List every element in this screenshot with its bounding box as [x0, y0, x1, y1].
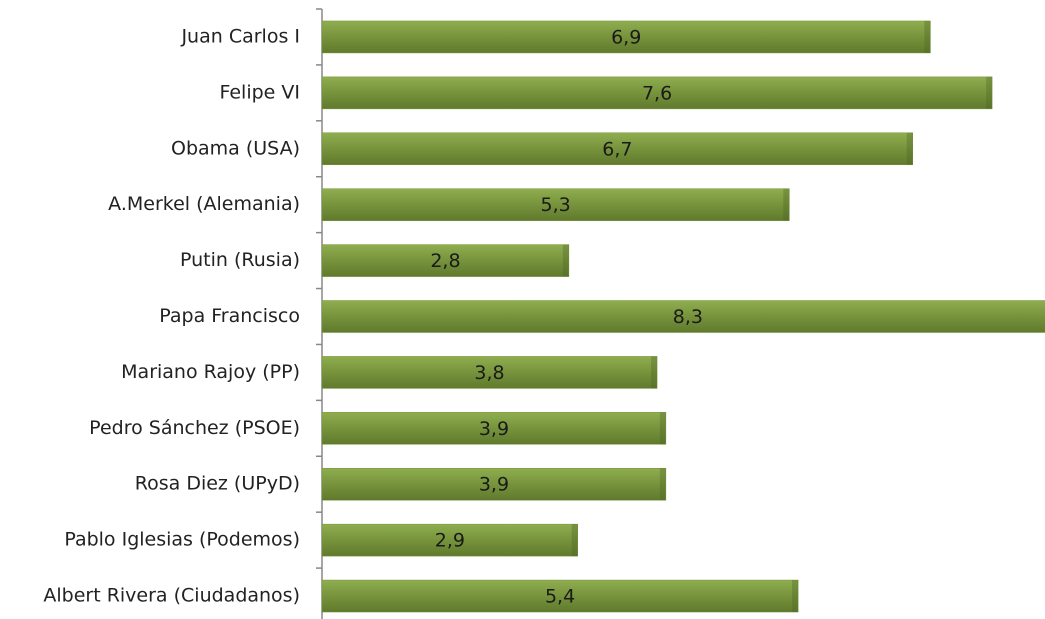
y-tick-label: Obama (USA): [171, 137, 300, 159]
y-tick-label: Juan Carlos I: [180, 25, 300, 47]
bar-edge: [783, 188, 790, 221]
bar: [321, 20, 931, 54]
bar-edge: [659, 412, 666, 445]
bar: [321, 76, 993, 110]
bar-edge: [659, 468, 666, 501]
y-tick-label: Papa Francisco: [159, 305, 300, 327]
bar: [321, 188, 790, 221]
bar-edge: [924, 20, 931, 53]
data-label: 2,8: [430, 250, 460, 272]
bar: [321, 467, 667, 501]
data-label: 5,3: [541, 194, 571, 216]
data-label: 3,9: [479, 418, 509, 440]
data-label: 5,4: [545, 586, 575, 608]
y-tick-label: Albert Rivera (Ciudadanos): [43, 585, 300, 607]
y-tick-label: Putin (Rusia): [180, 249, 300, 271]
data-label: 2,9: [435, 530, 465, 552]
bar: [321, 132, 913, 166]
y-tick-label: Felipe VI: [219, 81, 300, 103]
data-label: 3,8: [474, 362, 504, 384]
bar: [321, 300, 1045, 333]
bar: [321, 244, 570, 277]
bar: [321, 412, 667, 445]
y-tick-label: Rosa Diez (UPyD): [135, 473, 300, 495]
data-label: 8,3: [673, 306, 703, 328]
y-tick-label: Pedro Sánchez (PSOE): [89, 417, 300, 439]
data-label: 3,9: [479, 474, 509, 496]
bar-edge: [562, 244, 569, 277]
bar: [321, 523, 578, 557]
y-tick-label: Mariano Rajoy (PP): [121, 361, 300, 383]
bar-edge: [986, 76, 993, 109]
bar: [321, 356, 658, 389]
y-tick-label: A.Merkel (Alemania): [108, 193, 300, 215]
bar-edge: [906, 132, 913, 165]
y-tick-label: Pablo Iglesias (Podemos): [64, 529, 300, 551]
data-label: 6,9: [611, 26, 641, 48]
bar-edge: [792, 580, 799, 613]
bar-edge: [571, 524, 578, 557]
data-label: 6,7: [602, 138, 632, 160]
data-label: 7,6: [642, 82, 672, 104]
bar: [321, 579, 799, 613]
bar-edge: [651, 356, 658, 389]
